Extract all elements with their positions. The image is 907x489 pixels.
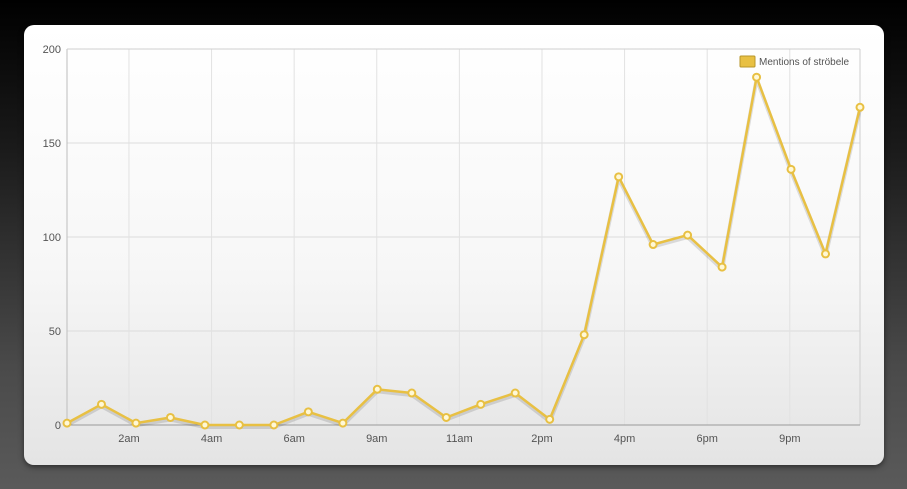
- data-point: [476, 399, 486, 409]
- legend-label: Mentions of ströbele: [759, 57, 849, 68]
- data-point: [407, 388, 417, 398]
- x-tick-label: 6pm: [696, 433, 717, 445]
- data-point: [62, 418, 72, 428]
- x-tick-label: 9pm: [779, 433, 800, 445]
- series-layer: [62, 72, 865, 430]
- grid: [67, 48, 860, 426]
- x-axis-ticks: 2am 4am 6am 9am 11am 2pm 4pm 6pm 9pm: [118, 433, 800, 445]
- data-point: [234, 420, 244, 430]
- y-tick-label: 200: [43, 44, 61, 56]
- chart-panel: 0 50 100 150 200 2am 4am 6am 9am 11am 2pm 4pm 6pm 9p…: [24, 25, 884, 465]
- y-axis-ticks: 0 50 100 150 200: [43, 44, 61, 432]
- y-tick-label: 150: [43, 138, 61, 150]
- x-tick-label: 2pm: [531, 433, 552, 445]
- line-chart: 0 50 100 150 200 2am 4am 6am 9am 11am 2pm 4pm 6pm 9p…: [43, 44, 865, 445]
- x-tick-label: 4am: [201, 433, 222, 445]
- data-point: [752, 72, 762, 82]
- data-point: [717, 262, 727, 272]
- data-point: [441, 412, 451, 422]
- x-tick-label: 11am: [446, 433, 473, 445]
- x-tick-label: 2am: [118, 433, 139, 445]
- data-point: [648, 240, 658, 250]
- data-point: [510, 388, 520, 398]
- data-point: [855, 102, 865, 112]
- data-point: [786, 164, 796, 174]
- x-tick-label: 4pm: [614, 433, 635, 445]
- data-point: [372, 384, 382, 394]
- data-point: [579, 330, 589, 340]
- axes: [66, 48, 861, 426]
- data-point: [614, 172, 624, 182]
- y-tick-label: 100: [43, 232, 61, 244]
- y-tick-label: 0: [55, 420, 61, 432]
- x-tick-label: 9am: [366, 433, 387, 445]
- y-tick-label: 50: [49, 326, 61, 338]
- data-point: [96, 399, 106, 409]
- series-line-shadow: [66, 77, 862, 429]
- data-point: [269, 420, 279, 430]
- data-point: [303, 407, 313, 417]
- data-point: [545, 414, 555, 424]
- legend: Mentions of ströbele: [739, 55, 849, 68]
- series-line: [66, 75, 862, 427]
- data-point: [200, 420, 210, 430]
- x-tick-label: 6am: [283, 433, 304, 445]
- data-point: [165, 412, 175, 422]
- data-point: [821, 249, 831, 259]
- data-point: [131, 418, 141, 428]
- data-point: [338, 418, 348, 428]
- legend-swatch: [739, 55, 756, 68]
- data-point: [683, 230, 693, 240]
